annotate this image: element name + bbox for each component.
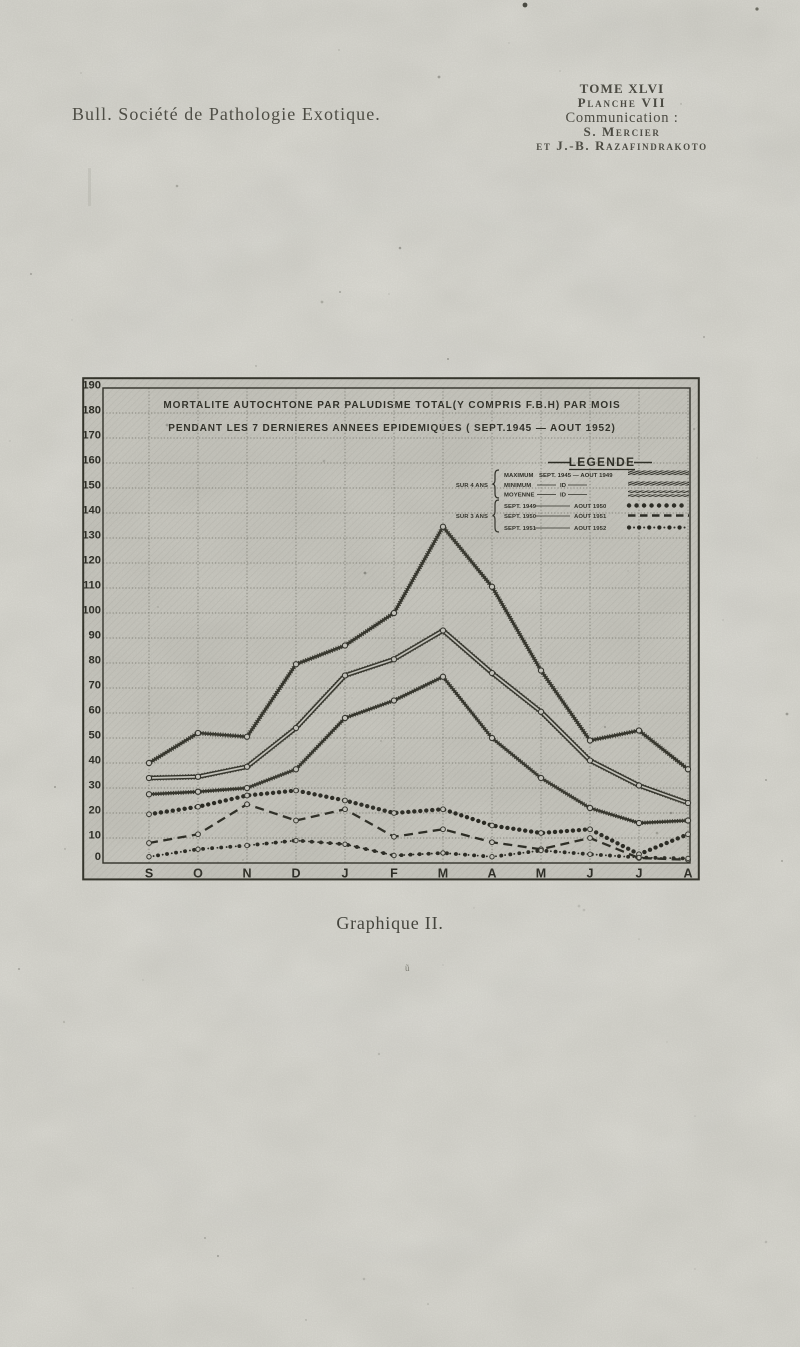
svg-text:S: S: [145, 867, 153, 881]
svg-text:170: 170: [82, 430, 101, 442]
svg-text:150: 150: [82, 480, 101, 492]
svg-text:60: 60: [89, 705, 101, 717]
svg-text:50: 50: [89, 730, 101, 742]
svg-text:MAXIMUM: MAXIMUM: [504, 473, 534, 479]
svg-text:D: D: [291, 867, 300, 881]
svg-text:A: A: [487, 867, 496, 881]
svg-text:20: 20: [89, 805, 101, 817]
svg-text:J: J: [636, 867, 643, 881]
svg-text:SUR 3 ANS: SUR 3 ANS: [456, 514, 488, 520]
svg-text:SEPT. 1945 — AOUT 1949: SEPT. 1945 — AOUT 1949: [539, 473, 613, 479]
svg-text:140: 140: [82, 505, 101, 517]
svg-text:40: 40: [89, 755, 101, 767]
svg-text:PENDANT LES 7 DERNIERES AN: PENDANT LES 7 DERNIERES ANNEES EPIDEMIQU…: [168, 423, 615, 434]
svg-text:160: 160: [82, 455, 101, 467]
svg-text:M: M: [536, 867, 546, 881]
svg-text:110: 110: [83, 580, 101, 592]
svg-text:120: 120: [82, 555, 101, 567]
svg-text:SUR 4 ANS: SUR 4 ANS: [456, 483, 488, 489]
svg-text:ũ: ũ: [405, 963, 410, 973]
svg-text:SEPT. 1950: SEPT. 1950: [504, 514, 537, 520]
svg-text:10: 10: [89, 830, 101, 842]
svg-text:AOUT 1950: AOUT 1950: [574, 504, 607, 510]
svg-text:MOYENNE: MOYENNE: [504, 493, 534, 499]
svg-text:0: 0: [95, 851, 101, 863]
svg-text:LEGENDE: LEGENDE: [569, 455, 635, 469]
svg-text:180: 180: [82, 405, 101, 417]
svg-text:A: A: [683, 867, 692, 881]
svg-text:MORTALITE AUTOCHTONE PAR PALUD: MORTALITE AUTOCHTONE PAR PALUDISME TOTAL…: [163, 400, 620, 411]
svg-text:80: 80: [89, 655, 101, 667]
svg-text:AOUT 1951: AOUT 1951: [574, 514, 607, 520]
svg-text:190: 190: [82, 380, 101, 392]
svg-text:SEPT. 1949: SEPT. 1949: [504, 504, 537, 510]
svg-text:100: 100: [82, 605, 101, 617]
svg-text:ID: ID: [560, 483, 566, 489]
svg-text:70: 70: [89, 680, 101, 692]
svg-text:J: J: [587, 867, 594, 881]
svg-text:SEPT. 1951: SEPT. 1951: [504, 526, 537, 532]
svg-text:90: 90: [89, 630, 101, 642]
svg-text:MINIMUM: MINIMUM: [504, 483, 531, 489]
svg-text:ID: ID: [560, 493, 566, 499]
svg-text:AOUT 1952: AOUT 1952: [574, 526, 607, 532]
svg-text:130: 130: [82, 530, 101, 542]
svg-text:J: J: [342, 867, 349, 881]
svg-text:O: O: [193, 867, 203, 881]
svg-text:M: M: [438, 867, 448, 881]
svg-text:30: 30: [89, 780, 101, 792]
svg-text:F: F: [390, 867, 398, 881]
svg-text:N: N: [242, 867, 251, 881]
